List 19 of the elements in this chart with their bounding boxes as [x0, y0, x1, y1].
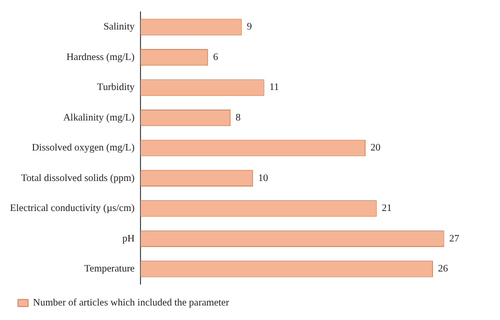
data-label: 20: [370, 142, 381, 154]
data-label: 27: [449, 233, 460, 244]
data-label: 8: [236, 112, 241, 124]
data-label: 9: [246, 22, 252, 33]
y-tick-label: Electrical conductivity (µs/cm): [10, 203, 135, 214]
legend-label: Number of articles which included the parameter: [33, 298, 230, 309]
y-tick-label: Salinity: [103, 22, 135, 33]
y-tick-label: Turbidity: [97, 82, 135, 94]
data-label: 11: [269, 82, 279, 94]
y-tick-label: Total dissolved solids (ppm): [21, 172, 135, 184]
y-tick-label: Alkalinity (mg/L): [63, 112, 135, 124]
y-tick-label: Temperature: [84, 264, 136, 275]
y-tick-label: Dissolved oxygen (mg/L): [32, 142, 135, 154]
y-tick-label: pH: [122, 233, 135, 244]
data-label: 26: [438, 264, 448, 275]
y-tick-label: Hardness (mg/L): [66, 52, 135, 63]
data-label: 21: [382, 203, 392, 214]
data-label: 6: [213, 52, 218, 63]
data-label: 10: [258, 172, 268, 184]
